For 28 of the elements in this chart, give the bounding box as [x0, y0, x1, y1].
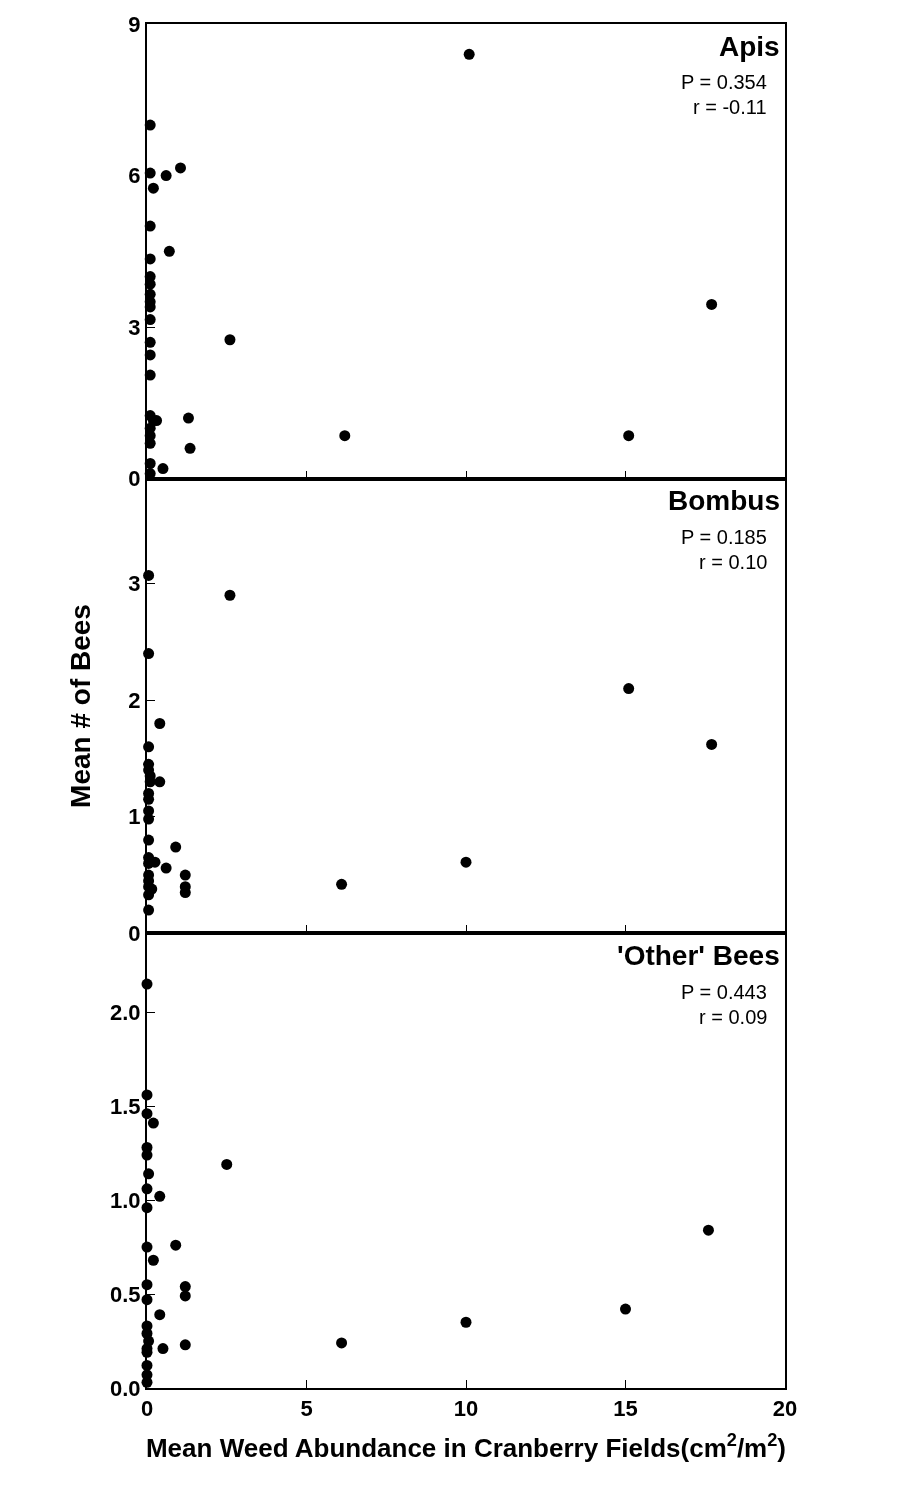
- chart-title: Apis: [719, 31, 780, 62]
- x-tick-label: 5: [300, 1396, 313, 1422]
- y-tick-label: 1.5: [110, 1093, 141, 1119]
- chart-title: 'Other' Bees: [617, 940, 780, 971]
- y-tick-label: 3: [128, 314, 141, 340]
- y-tick-label: 0.0: [110, 1375, 141, 1401]
- y-axis-title: Mean # of Bees: [64, 604, 96, 808]
- y-tick-label: 1.0: [110, 1187, 141, 1213]
- annotation: P = 0.354: [681, 71, 767, 93]
- y-tick-label: 6: [128, 163, 141, 189]
- y-tick-label: 2.0: [110, 999, 141, 1025]
- annotation: r = 0.09: [699, 1006, 768, 1028]
- y-tick-label: 2: [128, 687, 141, 713]
- annotation: P = 0.185: [681, 526, 767, 548]
- y-tick-label: 3: [128, 571, 141, 597]
- y-tick-label: 0: [128, 466, 141, 492]
- annotation: r = 0.10: [699, 551, 768, 573]
- chart-title: Bombus: [668, 485, 780, 516]
- x-tick-label: 15: [613, 1396, 638, 1422]
- y-tick-label: 0.5: [110, 1281, 141, 1307]
- x-tick-label: 10: [453, 1396, 479, 1422]
- x-tick-label: 20: [772, 1396, 798, 1422]
- y-tick-label: 9: [128, 11, 141, 37]
- y-tick-label: 1: [128, 804, 141, 830]
- annotation: r = -0.11: [693, 96, 767, 118]
- annotation: P = 0.443: [681, 981, 767, 1003]
- y-tick-label: 0: [128, 921, 141, 947]
- x-axis-title: Mean Weed Abundance in Cranberry Fields(cm$^{2}$/m$^{2}$): [145, 1429, 787, 1463]
